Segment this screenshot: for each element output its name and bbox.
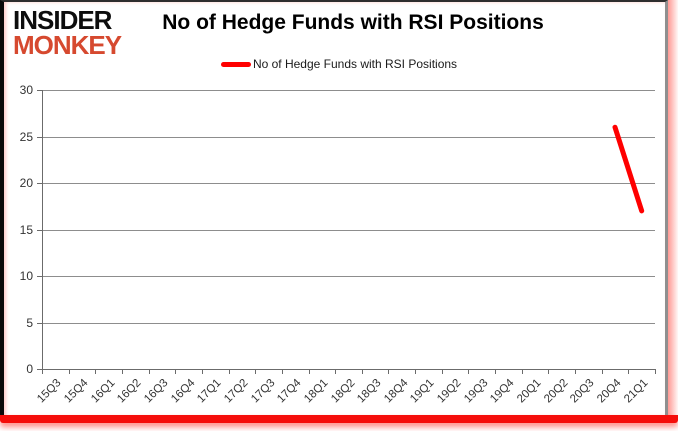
y-axis-tick: [37, 230, 42, 231]
x-axis-tick: [229, 369, 230, 374]
x-axis-tick: [548, 369, 549, 374]
x-axis-tick: [415, 369, 416, 374]
y-axis-tick: [37, 323, 42, 324]
chart-title: No of Hedge Funds with RSI Positions: [162, 11, 544, 34]
x-axis-tick: [69, 369, 70, 374]
legend: No of Hedge Funds with RSI Positions: [0, 57, 678, 71]
y-axis-label: 5: [26, 316, 33, 330]
gridline: [42, 230, 655, 231]
y-axis-tick: [37, 276, 42, 277]
x-axis-tick: [149, 369, 150, 374]
gridline: [42, 183, 655, 184]
y-axis-tick: [37, 369, 42, 370]
y-axis-label: 25: [19, 130, 33, 144]
x-axis-tick: [122, 369, 123, 374]
x-axis-tick: [495, 369, 496, 374]
y-axis-tick: [37, 183, 42, 184]
gridline: [42, 90, 655, 91]
x-axis-tick: [655, 369, 656, 374]
y-axis-label: 0: [26, 362, 33, 376]
x-axis-tick: [95, 369, 96, 374]
y-axis-label: 30: [19, 83, 33, 97]
x-axis-tick: [628, 369, 629, 374]
insider-monkey-logo: INSIDER MONKEY: [13, 5, 122, 60]
y-axis-label: 15: [19, 223, 33, 237]
x-axis-line: [42, 369, 655, 370]
gridline: [42, 323, 655, 324]
series-line: [612, 124, 645, 214]
y-axis-line: [42, 90, 43, 369]
x-axis-tick: [602, 369, 603, 374]
y-axis-label: 20: [19, 176, 33, 190]
x-axis-tick: [202, 369, 203, 374]
x-axis-tick: [442, 369, 443, 374]
x-axis-tick: [175, 369, 176, 374]
x-axis-tick: [335, 369, 336, 374]
legend-label: No of Hedge Funds with RSI Positions: [252, 57, 458, 71]
x-axis-tick: [42, 369, 43, 374]
gridline: [42, 276, 655, 277]
gridline: [42, 137, 655, 138]
y-axis-label: 10: [19, 269, 33, 283]
y-axis-tick: [37, 137, 42, 138]
y-axis-tick: [37, 90, 42, 91]
x-axis-tick: [522, 369, 523, 374]
x-axis-tick: [388, 369, 389, 374]
x-axis-tick: [362, 369, 363, 374]
logo-text-insider: INSIDER: [13, 5, 112, 35]
legend-line-swatch: [220, 61, 251, 67]
x-axis-tick: [309, 369, 310, 374]
logo-text-monkey: MONKEY: [13, 29, 122, 60]
frame-red-bar-bottom: [0, 415, 678, 423]
x-axis-tick: [282, 369, 283, 374]
x-axis-tick: [468, 369, 469, 374]
x-axis-tick: [575, 369, 576, 374]
x-axis-tick: [255, 369, 256, 374]
frame-red-glow-right: [668, 0, 678, 423]
